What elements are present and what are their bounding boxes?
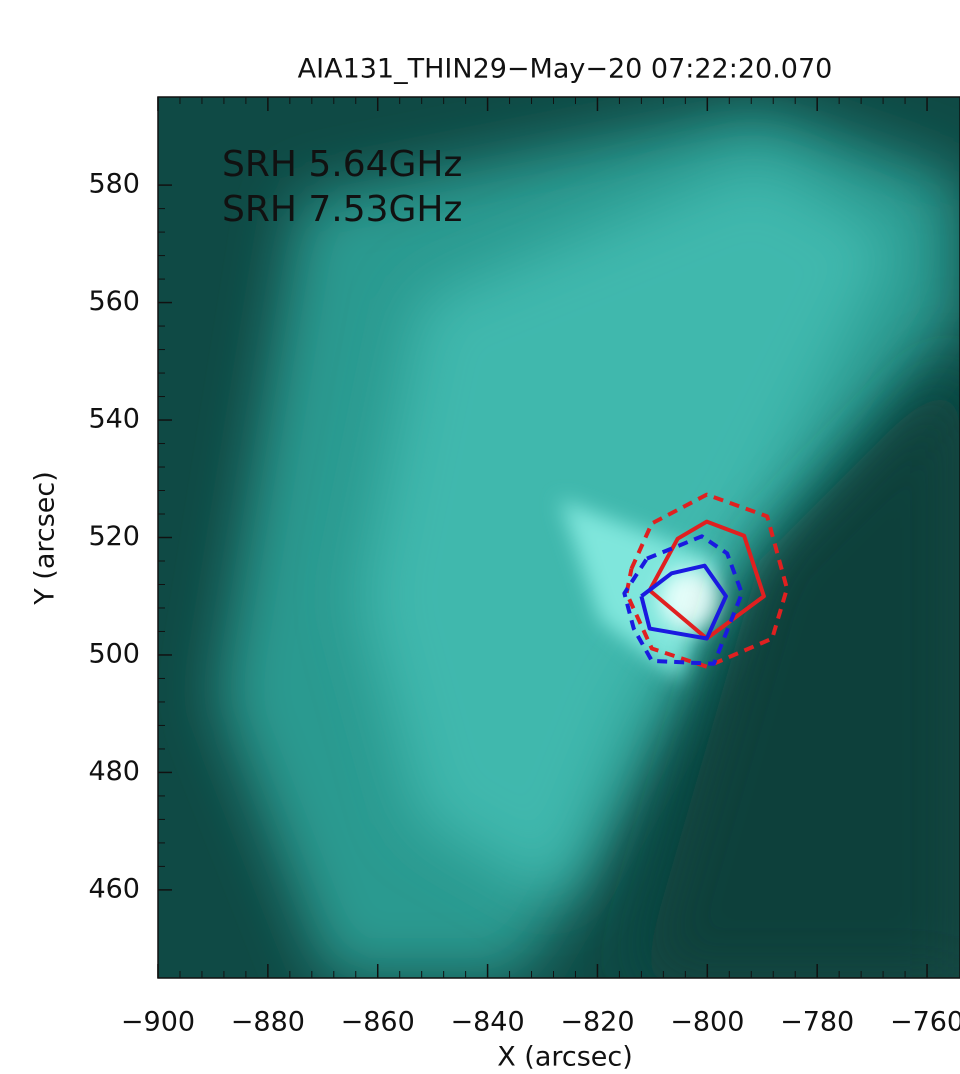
x-tick-label: −840 bbox=[451, 1007, 525, 1038]
legend-entry: SRH 5.64GHz bbox=[222, 144, 462, 185]
x-tick-label: −800 bbox=[670, 1007, 744, 1038]
y-tick-label: 540 bbox=[88, 404, 140, 435]
chart-title: AIA131_THIN29−May−20 07:22:20.070 bbox=[298, 54, 833, 85]
x-tick-label: −780 bbox=[780, 1007, 854, 1038]
x-tick-label: −900 bbox=[121, 1007, 195, 1038]
legend-entry: SRH 7.53GHz bbox=[222, 189, 462, 230]
y-axis-label: Y (arcsec) bbox=[30, 471, 61, 606]
x-tick-label: −880 bbox=[231, 1007, 305, 1038]
x-tick-label: −760 bbox=[890, 1007, 960, 1038]
y-tick-label: 460 bbox=[88, 873, 140, 904]
y-tick-label: 500 bbox=[88, 638, 140, 669]
y-tick-label: 580 bbox=[88, 169, 140, 200]
x-tick-label: −820 bbox=[560, 1007, 634, 1038]
y-tick-label: 520 bbox=[88, 521, 140, 552]
chart: AIA131_THIN29−May−20 07:22:20.070 X (arc… bbox=[0, 0, 960, 1074]
y-tick-label: 560 bbox=[88, 286, 140, 317]
y-tick-label: 480 bbox=[88, 756, 140, 787]
x-axis-label: X (arcsec) bbox=[497, 1042, 633, 1073]
x-tick-label: −860 bbox=[341, 1007, 415, 1038]
